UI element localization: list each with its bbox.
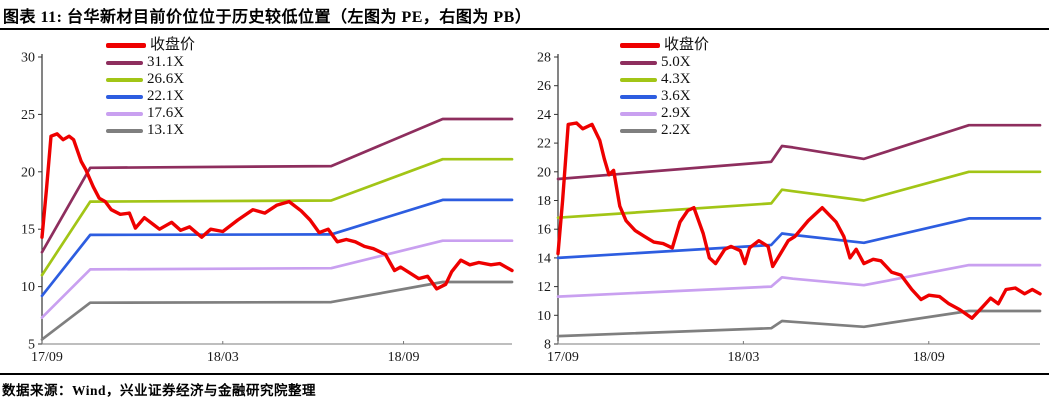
legend-item: 26.6X <box>106 71 195 88</box>
legend-label: 31.1X <box>147 54 185 70</box>
legend-swatch-3.6X <box>620 94 657 99</box>
series-26.6X <box>40 157 514 277</box>
legend-item: 5.0X <box>620 54 709 71</box>
y-tick-label: 10 <box>537 309 551 324</box>
legend-swatch-4.3X <box>620 77 657 82</box>
legend-item: 3.6X <box>620 88 709 105</box>
legend-item: 31.1X <box>106 54 195 71</box>
legend-swatch-13.1X <box>106 128 143 133</box>
legend-label: 收盘价 <box>664 37 710 53</box>
legend-swatch-2.2X <box>620 128 657 133</box>
y-tick-label: 25 <box>21 108 35 123</box>
legend-item: 22.1X <box>106 88 195 105</box>
series-收盘价 <box>40 132 514 291</box>
series-4.3X <box>556 170 1042 220</box>
legend-label: 4.3X <box>661 71 691 87</box>
legend-label: 22.1X <box>147 88 185 104</box>
x-tick-label: 17/09 <box>31 350 63 365</box>
legend-swatch-2.9X <box>620 111 657 116</box>
series-2.9X <box>556 263 1042 298</box>
legend-item: 收盘价 <box>620 37 709 54</box>
legend-swatch-26.6X <box>106 77 143 82</box>
series-5.0X <box>556 123 1042 181</box>
legend-item: 2.9X <box>620 105 709 122</box>
legend-swatch-5.0X <box>620 60 657 65</box>
y-tick-label: 26 <box>537 79 551 94</box>
y-tick-label: 22 <box>537 137 551 152</box>
y-tick-label: 8 <box>544 338 551 353</box>
legend-label: 3.6X <box>661 88 691 104</box>
series-2.2X <box>556 309 1042 338</box>
legend-swatch-收盘价 <box>106 43 146 48</box>
y-tick-label: 5 <box>28 338 35 353</box>
legend-item: 13.1X <box>106 122 195 139</box>
legend-label: 5.0X <box>661 54 691 70</box>
title-divider <box>0 28 1049 30</box>
series-13.1X <box>40 280 514 341</box>
footer-divider <box>0 373 1049 375</box>
y-tick-label: 15 <box>21 223 35 238</box>
legend-swatch-17.6X <box>106 111 143 116</box>
legend-swatch-收盘价 <box>620 43 660 48</box>
y-tick-label: 20 <box>21 165 35 180</box>
y-tick-label: 28 <box>537 51 551 66</box>
series-3.6X <box>556 217 1042 260</box>
legend-label: 收盘价 <box>150 37 196 53</box>
x-tick-label: 18/09 <box>913 350 945 365</box>
legend-swatch-22.1X <box>106 94 143 99</box>
legend-label: 2.2X <box>661 122 691 138</box>
legend-item: 收盘价 <box>106 37 195 54</box>
series-收盘价 <box>556 121 1042 320</box>
legend-item: 4.3X <box>620 71 709 88</box>
legend-swatch-31.1X <box>106 60 143 65</box>
y-tick-label: 14 <box>537 251 551 266</box>
charts-area: 5 10 15 20 25 30 17/09 18/03 18/09 8 10 12 14 16 18 20… <box>0 32 1049 372</box>
pe-band-chart: 5 10 15 20 25 30 17/09 18/03 18/09 <box>21 51 514 365</box>
pb-band-chart: 8 10 12 14 16 18 20 22 24 26 28 17/09 18/03 18/09 <box>537 51 1042 365</box>
pb-legend: 收盘价 5.0X 4.3X 3.6X 2.9X 2.2X <box>620 37 709 139</box>
y-tick-label: 12 <box>537 280 551 295</box>
y-tick-label: 10 <box>21 280 35 295</box>
y-tick-label: 30 <box>21 51 35 66</box>
source-note: 数据来源：Wind，兴业证券经济与金融研究院整理 <box>2 383 317 398</box>
legend-label: 26.6X <box>147 71 185 87</box>
y-tick-label: 24 <box>537 108 551 123</box>
pe-legend: 收盘价 31.1X 26.6X 22.1X 17.6X 13.1X <box>106 37 195 139</box>
legend-label: 17.6X <box>147 105 185 121</box>
y-tick-label: 20 <box>537 165 551 180</box>
legend-label: 2.9X <box>661 105 691 121</box>
x-tick-label: 18/09 <box>388 350 420 365</box>
legend-label: 13.1X <box>147 122 185 138</box>
x-tick-label: 18/03 <box>207 350 239 365</box>
legend-item: 17.6X <box>106 105 195 122</box>
x-tick-label: 18/03 <box>727 350 759 365</box>
y-tick-label: 18 <box>537 194 551 209</box>
series-17.6X <box>40 239 514 319</box>
figure-title: 图表 11: 台华新材目前价位位于历史较低位置（左图为 PE，右图为 PB） <box>3 9 532 26</box>
series-31.1X <box>40 117 514 254</box>
legend-item: 2.2X <box>620 122 709 139</box>
y-tick-label: 16 <box>537 223 551 238</box>
x-tick-label: 17/09 <box>547 350 579 365</box>
